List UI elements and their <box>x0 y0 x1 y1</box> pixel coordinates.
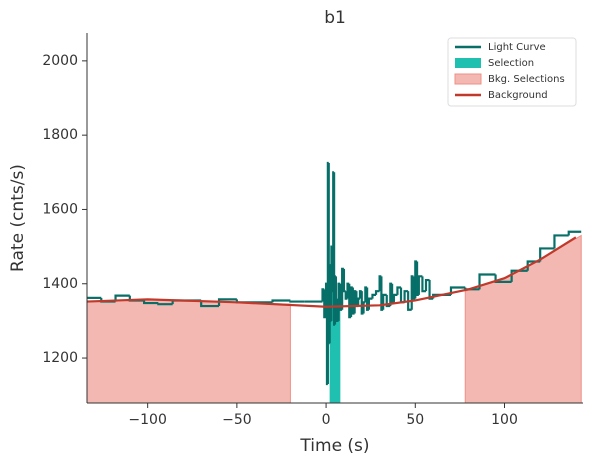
light-curve-step <box>396 286 402 295</box>
light-curve-step <box>362 301 366 314</box>
light-curve-step <box>157 303 173 306</box>
light-curve-step <box>421 276 426 293</box>
light-curve-step <box>539 247 555 262</box>
light-curve-step <box>142 300 159 305</box>
plot <box>87 161 582 403</box>
x-tick-label: 0 <box>322 412 331 428</box>
light-curve-step <box>417 275 423 295</box>
light-curve-step <box>367 297 373 310</box>
y-tick-label: 1800 <box>42 127 78 143</box>
light-curve-step <box>200 300 220 308</box>
light-curve-step <box>371 293 377 299</box>
light-curve-step <box>510 269 528 282</box>
light-curve-step <box>478 273 496 290</box>
light-curve-step <box>567 230 582 236</box>
x-axis-label: Time (s) <box>299 436 369 456</box>
x-tick-label: 100 <box>491 412 518 428</box>
light-curve-step <box>334 276 337 300</box>
light-curve-step <box>289 300 305 303</box>
light-curve-step <box>342 268 346 293</box>
light-curve-step <box>217 298 237 307</box>
light-curve-step <box>392 293 398 303</box>
legend-swatch <box>455 58 481 68</box>
y-tick-label: 1400 <box>42 276 78 292</box>
y-axis-label: Rate (cnts/s) <box>8 164 28 272</box>
legend-label: Background <box>488 90 548 101</box>
light-curve-step <box>407 291 412 311</box>
x-tick-label: −50 <box>222 412 252 428</box>
y-tick-label: 1600 <box>42 201 78 217</box>
legend-box <box>447 37 577 107</box>
light-curve-step <box>424 278 430 292</box>
light-curve-step <box>553 234 569 249</box>
light-curve-step <box>385 294 391 308</box>
x-tick-label: 50 <box>406 412 424 428</box>
light-curve-step <box>374 290 380 295</box>
legend-swatch <box>454 73 482 85</box>
legend-label: Selection <box>488 58 534 69</box>
x-tick-label: −100 <box>128 412 166 428</box>
chart-title: b1 <box>324 8 346 28</box>
legend-label: Light Curve <box>488 42 546 53</box>
background-line <box>87 236 577 308</box>
light-curve-step <box>403 290 409 303</box>
legend-label: Bkg. Selections <box>488 74 565 85</box>
y-tick-label: 2000 <box>42 53 78 69</box>
light-curve-step <box>271 299 291 303</box>
y-tick-label: 1200 <box>42 350 78 366</box>
